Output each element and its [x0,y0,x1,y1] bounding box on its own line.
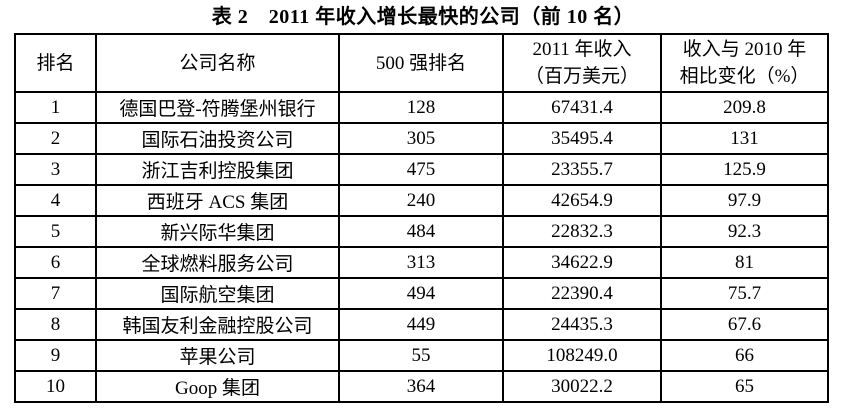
cell-change: 66 [660,339,829,372]
table-row: 9 苹果公司 55 108249.0 66 [14,339,829,372]
header-company: 公司名称 [95,33,340,93]
cell-revenue: 34622.9 [502,246,662,279]
cell-company: 韩国友利金融控股公司 [95,308,340,341]
cell-rank500: 494 [338,277,504,310]
header-revenue-label-line2: （百万美元） [524,66,639,87]
header-change-label-line2: 相比变化（%） [679,66,810,87]
header-company-label: 公司名称 [179,52,256,74]
cell-revenue: 24435.3 [502,308,662,341]
cell-rank: 9 [14,339,97,372]
cell-rank500: 305 [338,122,504,155]
cell-revenue: 35495.4 [502,122,662,155]
cell-rank: 1 [14,91,97,124]
cell-revenue: 23355.7 [502,153,662,186]
cell-rank: 2 [14,122,97,155]
cell-company: 新兴际华集团 [95,215,340,248]
table-title: 表 2 2011 年收入增长最快的公司（前 10 名） [211,6,635,28]
cell-company: 全球燃料服务公司 [95,246,340,279]
cell-change: 97.9 [660,184,829,217]
cell-rank: 5 [14,215,97,248]
cell-rank500: 475 [338,153,504,186]
cell-rank500: 364 [338,370,504,403]
cell-rank500: 55 [338,339,504,372]
cell-change: 209.8 [660,91,829,124]
cell-company: 苹果公司 [95,339,340,372]
cell-change: 65 [660,370,829,403]
cell-revenue: 22832.3 [502,215,662,248]
cell-rank: 4 [14,184,97,217]
table-row: 2 国际石油投资公司 305 35495.4 131 [14,122,829,155]
table-row: 1 德国巴登-符腾堡州银行 128 67431.4 209.8 [14,91,829,124]
header-row: 排名 公司名称 500 强排名 2011 年收入 （百万美元） 收入与 2010… [14,33,829,93]
cell-revenue: 67431.4 [502,91,662,124]
header-change: 收入与 2010 年 相比变化（%） [660,33,829,93]
cell-company: 浙江吉利控股集团 [95,153,340,186]
cell-rank500: 484 [338,215,504,248]
cell-change: 75.7 [660,277,829,310]
header-rank: 排名 [14,33,97,93]
table-row: 5 新兴际华集团 484 22832.3 92.3 [14,215,829,248]
cell-revenue: 30022.2 [502,370,662,403]
cell-company: 德国巴登-符腾堡州银行 [95,91,340,124]
table-row: 8 韩国友利金融控股公司 449 24435.3 67.6 [14,308,829,341]
cell-change: 92.3 [660,215,829,248]
cell-revenue: 22390.4 [502,277,662,310]
cell-rank: 8 [14,308,97,341]
cell-company: 西班牙 ACS 集团 [95,184,340,217]
cell-revenue: 108249.0 [502,339,662,372]
table-row: 4 西班牙 ACS 集团 240 42654.9 97.9 [14,184,829,217]
cell-rank500: 449 [338,308,504,341]
cell-change: 81 [660,246,829,279]
cell-company: 国际航空集团 [95,277,340,310]
cell-change: 125.9 [660,153,829,186]
cell-rank500: 240 [338,184,504,217]
table-row: 3 浙江吉利控股集团 475 23355.7 125.9 [14,153,829,186]
cell-company: Goop 集团 [95,370,340,403]
header-rank500: 500 强排名 [338,33,504,93]
cell-rank: 10 [14,370,97,403]
cell-change: 67.6 [660,308,829,341]
cell-rank500: 313 [338,246,504,279]
revenue-growth-table: 排名 公司名称 500 强排名 2011 年收入 （百万美元） 收入与 2010… [14,33,829,403]
header-revenue: 2011 年收入 （百万美元） [502,33,662,93]
header-rank-label: 排名 [36,52,75,74]
header-change-label-line1: 收入与 2010 年 [682,39,807,60]
table-row: 7 国际航空集团 494 22390.4 75.7 [14,277,829,310]
header-revenue-label-line1: 2011 年收入 [532,39,632,60]
cell-rank: 7 [14,277,97,310]
cell-rank: 6 [14,246,97,279]
table-row: 10 Goop 集团 364 30022.2 65 [14,370,829,403]
header-rank500-label: 500 强排名 [375,52,467,74]
cell-revenue: 42654.9 [502,184,662,217]
cell-company: 国际石油投资公司 [95,122,340,155]
cell-rank: 3 [14,153,97,186]
cell-change: 131 [660,122,829,155]
cell-rank500: 128 [338,91,504,124]
table-row: 6 全球燃料服务公司 313 34622.9 81 [14,246,829,279]
